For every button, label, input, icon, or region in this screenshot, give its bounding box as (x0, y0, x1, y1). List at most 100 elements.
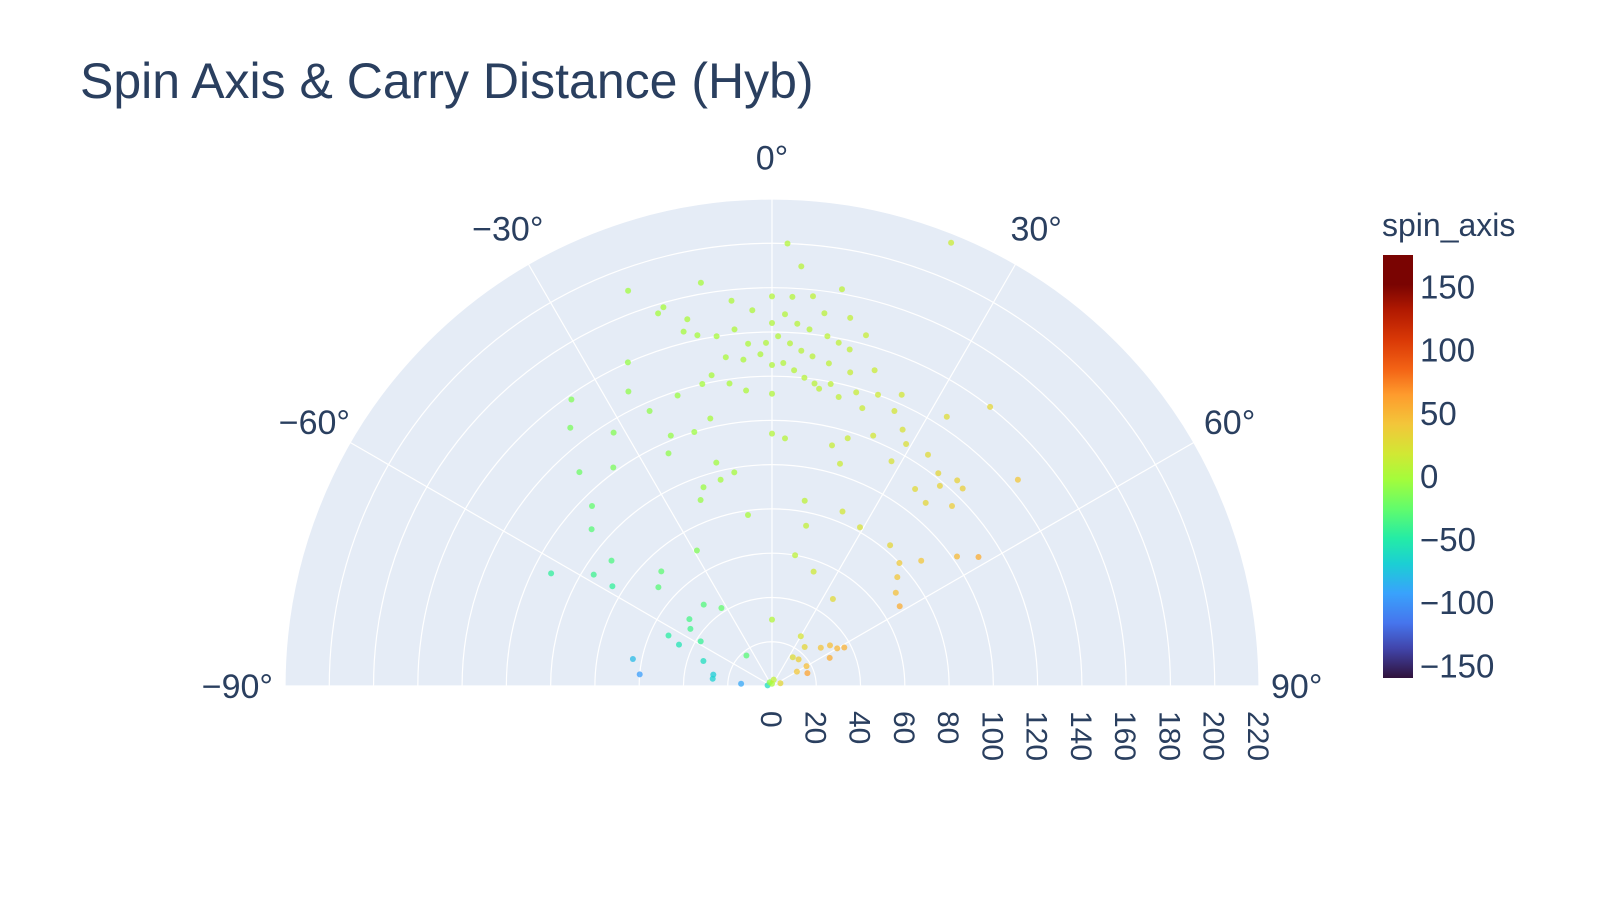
data-point[interactable] (943, 413, 950, 420)
data-point[interactable] (700, 658, 707, 664)
data-point[interactable] (731, 326, 738, 333)
data-point[interactable] (896, 560, 903, 566)
data-point[interactable] (1014, 476, 1021, 483)
data-point[interactable] (718, 605, 725, 611)
data-point[interactable] (803, 522, 810, 529)
data-point[interactable] (697, 279, 704, 286)
data-point[interactable] (891, 408, 898, 414)
data-point[interactable] (857, 524, 863, 531)
data-point[interactable] (608, 557, 615, 564)
data-point[interactable] (824, 333, 831, 340)
data-point[interactable] (787, 340, 793, 347)
data-point[interactable] (949, 503, 955, 509)
data-point[interactable] (699, 381, 706, 387)
data-point[interactable] (769, 430, 775, 437)
data-point[interactable] (658, 568, 665, 575)
data-point[interactable] (839, 508, 846, 515)
data-point[interactable] (743, 387, 750, 394)
data-point[interactable] (954, 553, 960, 560)
data-point[interactable] (870, 432, 877, 439)
data-point[interactable] (687, 625, 694, 632)
data-point[interactable] (769, 293, 775, 300)
data-point[interactable] (749, 307, 756, 314)
data-point[interactable] (731, 469, 738, 476)
data-point[interactable] (769, 390, 775, 397)
data-point[interactable] (694, 332, 701, 339)
data-point[interactable] (809, 353, 816, 360)
data-point[interactable] (826, 654, 833, 661)
data-point[interactable] (875, 391, 881, 398)
data-point[interactable] (925, 451, 931, 458)
data-point[interactable] (846, 346, 853, 353)
data-point[interactable] (629, 656, 636, 662)
data-point[interactable] (697, 497, 704, 503)
data-point[interactable] (903, 441, 910, 447)
data-point[interactable] (660, 304, 667, 311)
data-point[interactable] (887, 542, 894, 549)
data-point[interactable] (588, 526, 595, 533)
data-point[interactable] (636, 671, 643, 678)
data-point[interactable] (847, 314, 854, 321)
data-point[interactable] (810, 568, 817, 575)
data-point[interactable] (775, 333, 782, 340)
data-point[interactable] (713, 459, 720, 466)
data-point[interactable] (825, 360, 832, 367)
data-point[interactable] (777, 680, 784, 687)
data-point[interactable] (568, 396, 575, 403)
data-point[interactable] (691, 429, 698, 435)
data-point[interactable] (817, 644, 824, 651)
data-point[interactable] (646, 408, 653, 414)
data-point[interactable] (841, 644, 848, 651)
data-point[interactable] (743, 652, 750, 659)
data-point[interactable] (700, 601, 707, 608)
data-point[interactable] (769, 616, 775, 623)
data-point[interactable] (853, 389, 860, 396)
data-point[interactable] (700, 484, 707, 491)
data-point[interactable] (791, 367, 798, 374)
data-point[interactable] (655, 310, 662, 317)
data-point[interactable] (728, 297, 735, 304)
data-point[interactable] (780, 360, 787, 366)
data-point[interactable] (801, 497, 808, 504)
data-point[interactable] (892, 589, 899, 596)
data-point[interactable] (576, 469, 583, 476)
data-point[interactable] (609, 583, 616, 590)
data-point[interactable] (763, 339, 769, 346)
data-point[interactable] (680, 328, 687, 335)
data-point[interactable] (789, 654, 796, 661)
data-point[interactable] (589, 503, 595, 509)
data-point[interactable] (726, 380, 733, 387)
data-point[interactable] (745, 512, 751, 518)
data-point[interactable] (686, 616, 693, 623)
data-point[interactable] (740, 356, 747, 363)
data-point[interactable] (948, 239, 955, 246)
data-point[interactable] (794, 320, 801, 327)
data-point[interactable] (722, 354, 729, 361)
data-point[interactable] (918, 557, 925, 564)
data-point[interactable] (798, 347, 805, 354)
data-point[interactable] (757, 351, 764, 358)
data-point[interactable] (624, 359, 631, 366)
data-point[interactable] (810, 293, 816, 300)
data-point[interactable] (797, 633, 804, 640)
data-point[interactable] (674, 392, 681, 399)
data-point[interactable] (709, 675, 716, 682)
data-point[interactable] (707, 415, 714, 422)
data-point[interactable] (896, 603, 903, 610)
data-point[interactable] (697, 638, 704, 645)
data-point[interactable] (816, 385, 823, 392)
data-point[interactable] (975, 554, 982, 560)
data-point[interactable] (844, 435, 851, 442)
data-point[interactable] (676, 641, 682, 648)
data-point[interactable] (567, 424, 574, 431)
data-point[interactable] (871, 367, 878, 374)
data-point[interactable] (803, 663, 810, 670)
data-point[interactable] (665, 450, 672, 457)
data-point[interactable] (894, 574, 901, 581)
data-point[interactable] (821, 310, 828, 317)
data-point[interactable] (811, 380, 818, 387)
data-point[interactable] (837, 460, 843, 467)
data-point[interactable] (804, 670, 811, 677)
data-point[interactable] (801, 374, 808, 381)
data-point[interactable] (667, 432, 674, 439)
